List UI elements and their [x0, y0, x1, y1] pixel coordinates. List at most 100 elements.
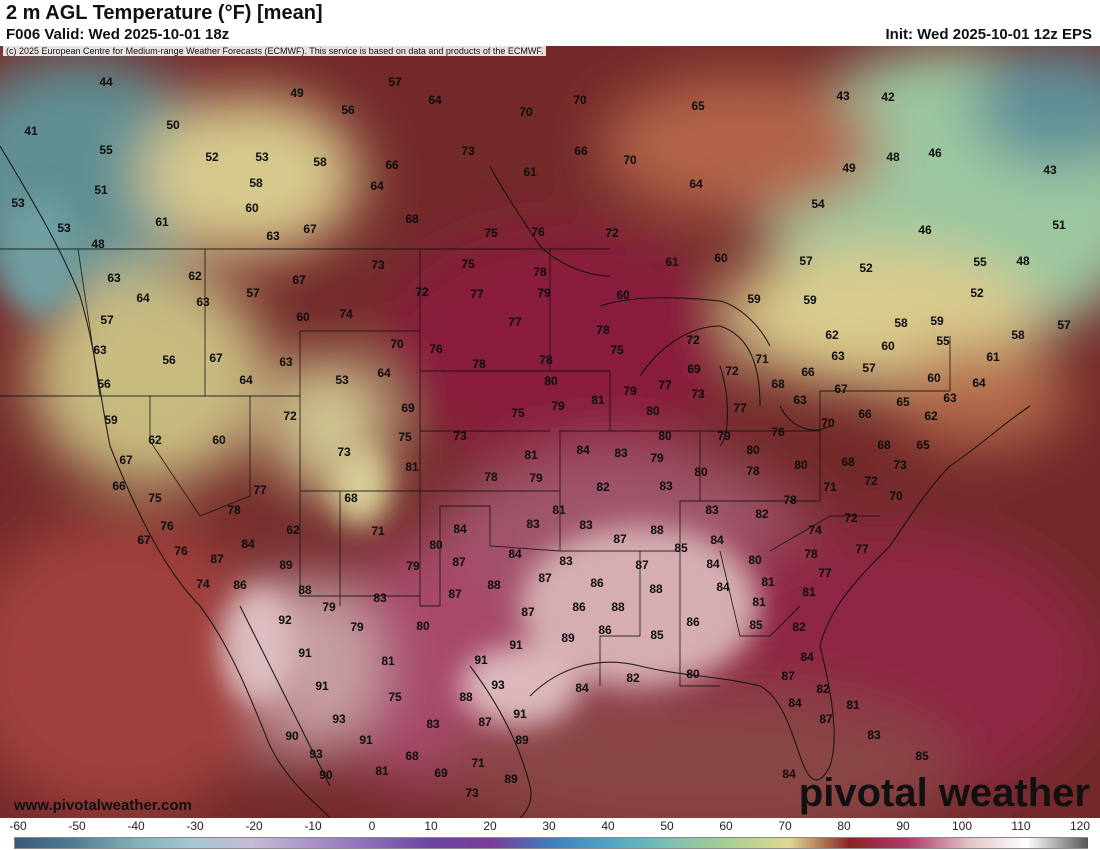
temperature-label: 71: [755, 352, 769, 366]
temperature-label: 48: [886, 150, 900, 164]
temperature-label: 58: [249, 176, 263, 190]
temperature-label: 93: [309, 747, 323, 761]
temperature-label: 81: [846, 698, 860, 712]
temperature-label: 78: [746, 464, 760, 478]
temperature-label: 57: [1057, 318, 1071, 332]
temperature-label: 60: [927, 371, 941, 385]
valid-time: F006 Valid: Wed 2025-10-01 18z: [6, 26, 230, 43]
colorbar-segment: [908, 838, 969, 848]
temperature-label: 80: [686, 667, 700, 681]
temperature-label: 87: [538, 571, 552, 585]
colorbar-tick: -60: [9, 819, 27, 833]
colorbar-segment: [551, 838, 612, 848]
temperature-label: 63: [196, 295, 210, 309]
website-url[interactable]: www.pivotalweather.com: [14, 797, 192, 814]
state-borders: [0, 248, 951, 687]
temperature-label: 61: [523, 165, 537, 179]
temperature-label: 87: [210, 552, 224, 566]
temperature-label: 51: [94, 183, 108, 197]
temperature-label: 70: [623, 153, 637, 167]
temperature-label: 86: [686, 615, 700, 629]
brand-logo: pivotal weather: [798, 771, 1090, 815]
copyright-notice: (c) 2025 European Centre for Medium-rang…: [3, 46, 547, 56]
temperature-label: 70: [519, 105, 533, 119]
temperature-label: 62: [825, 328, 839, 342]
temperature-label: 87: [819, 712, 833, 726]
temperature-map: (c) 2025 European Centre for Medium-rang…: [0, 46, 1100, 818]
temperature-label: 72: [283, 409, 297, 423]
temperature-label: 43: [1043, 163, 1057, 177]
temperature-label: 80: [746, 443, 760, 457]
temperature-label: 79: [350, 620, 364, 634]
temperature-label: 88: [487, 578, 501, 592]
temperature-label: 60: [714, 251, 728, 265]
temperature-label: 82: [626, 671, 640, 685]
temperature-label: 91: [474, 653, 488, 667]
colorbar-segment: [610, 838, 672, 848]
colorbar-segment: [74, 838, 136, 848]
temperature-label: 78: [484, 470, 498, 484]
temperature-label: 53: [57, 221, 71, 235]
temperature-label: 68: [877, 438, 891, 452]
temperature-label: 75: [388, 690, 402, 704]
temperature-label: 78: [533, 265, 547, 279]
temperature-label: 91: [513, 707, 527, 721]
colorbar-segment: [848, 838, 910, 848]
temperature-label: 59: [104, 413, 118, 427]
temperature-label: 78: [227, 503, 241, 517]
temperature-label: 44: [99, 75, 113, 89]
temperature-label: 91: [359, 733, 373, 747]
colorbar-tick: 110: [1011, 819, 1031, 833]
temperature-label: 86: [590, 576, 604, 590]
temperature-label: 70: [573, 93, 587, 107]
temperature-label: 86: [598, 623, 612, 637]
temperature-label: 61: [665, 255, 679, 269]
temperature-label: 68: [344, 491, 358, 505]
temperature-label: 54: [811, 197, 825, 211]
temperature-label: 81: [375, 764, 389, 778]
temperature-label: 49: [290, 86, 304, 100]
temperature-label: 87: [452, 555, 466, 569]
temperature-label: 88: [649, 582, 663, 596]
temperature-label: 77: [508, 315, 522, 329]
temperature-label: 67: [137, 533, 151, 547]
temperature-label: 72: [686, 333, 700, 347]
temperature-label: 69: [434, 766, 448, 780]
temperature-label: 77: [253, 483, 267, 497]
temperature-label: 51: [1052, 218, 1066, 232]
temperature-label: 80: [794, 458, 808, 472]
temperature-label: 72: [415, 285, 429, 299]
temperature-label: 62: [924, 409, 938, 423]
temperature-label: 46: [918, 223, 932, 237]
temperature-label: 82: [755, 507, 769, 521]
temperature-label: 76: [771, 425, 785, 439]
temperature-label: 88: [298, 583, 312, 597]
temperature-label: 92: [278, 613, 292, 627]
temperature-label: 86: [572, 600, 586, 614]
temperature-label: 58: [313, 155, 327, 169]
temperature-label: 70: [821, 416, 835, 430]
temperature-label: 65: [691, 99, 705, 113]
temperature-label: 63: [279, 355, 293, 369]
temperature-label: 63: [266, 229, 280, 243]
temperature-label: 68: [405, 212, 419, 226]
colorbar-tick: 120: [1069, 819, 1091, 833]
temperature-label: 53: [11, 196, 25, 210]
temperature-label: 69: [401, 401, 415, 415]
temperature-label: 83: [426, 717, 440, 731]
temperature-label: 84: [576, 443, 590, 457]
temperature-label: 62: [286, 523, 300, 537]
temperature-label: 75: [398, 430, 412, 444]
temperature-label: 79: [623, 384, 637, 398]
temperature-label: 52: [205, 150, 219, 164]
temperature-label: 53: [335, 373, 349, 387]
temperature-label: 86: [233, 578, 247, 592]
colorbar-segment: [431, 838, 493, 848]
temperature-label: 78: [539, 353, 553, 367]
temperature-label: 74: [339, 307, 353, 321]
temperature-label: 88: [459, 690, 473, 704]
temperature-label: 83: [559, 554, 573, 568]
temperature-label: 52: [970, 286, 984, 300]
colorbar-tick: 30: [542, 819, 556, 833]
temperature-label: 79: [529, 471, 543, 485]
